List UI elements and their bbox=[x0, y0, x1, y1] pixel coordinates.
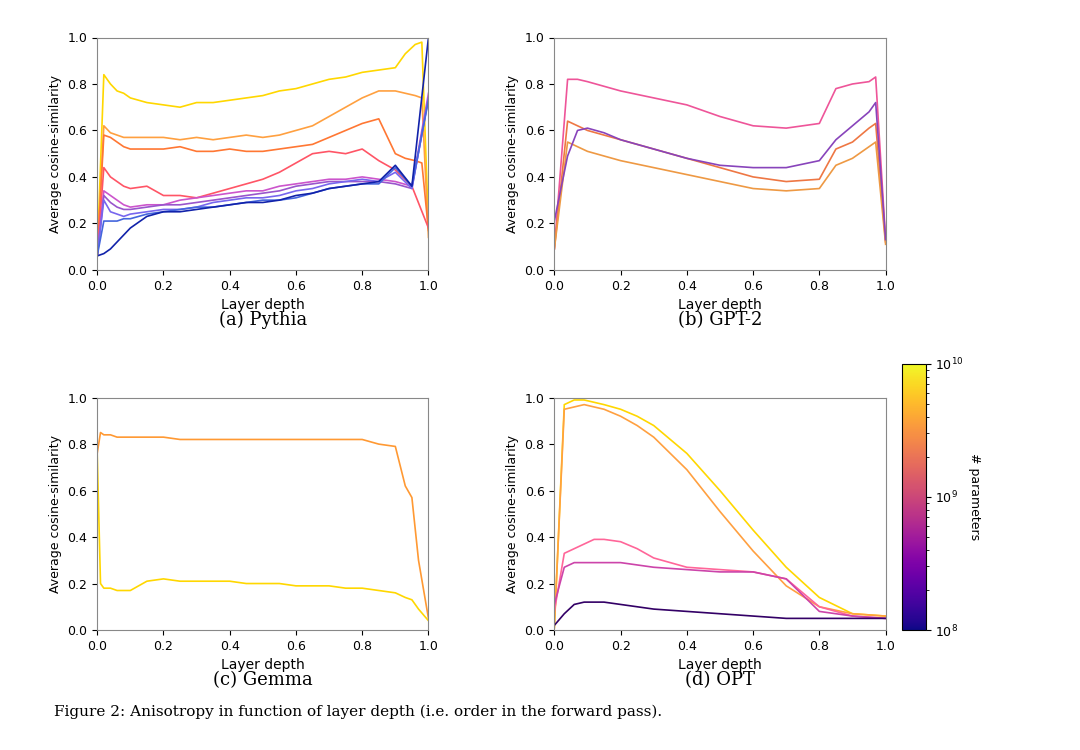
Text: (a) Pythia: (a) Pythia bbox=[219, 311, 307, 329]
Text: Figure 2: Anisotropy in function of layer depth (i.e. order in the forward pass): Figure 2: Anisotropy in function of laye… bbox=[54, 705, 662, 719]
X-axis label: Layer depth: Layer depth bbox=[221, 298, 305, 312]
Text: (b) GPT-2: (b) GPT-2 bbox=[678, 311, 762, 329]
Y-axis label: Average cosine-similarity: Average cosine-similarity bbox=[49, 75, 62, 232]
X-axis label: Layer depth: Layer depth bbox=[678, 658, 761, 672]
Text: (c) Gemma: (c) Gemma bbox=[213, 671, 313, 689]
Y-axis label: # parameters: # parameters bbox=[968, 453, 981, 541]
X-axis label: Layer depth: Layer depth bbox=[678, 298, 761, 312]
Y-axis label: Average cosine-similarity: Average cosine-similarity bbox=[507, 75, 519, 232]
Y-axis label: Average cosine-similarity: Average cosine-similarity bbox=[49, 435, 62, 592]
X-axis label: Layer depth: Layer depth bbox=[221, 658, 305, 672]
Y-axis label: Average cosine-similarity: Average cosine-similarity bbox=[507, 435, 519, 592]
Text: (d) OPT: (d) OPT bbox=[685, 671, 755, 689]
